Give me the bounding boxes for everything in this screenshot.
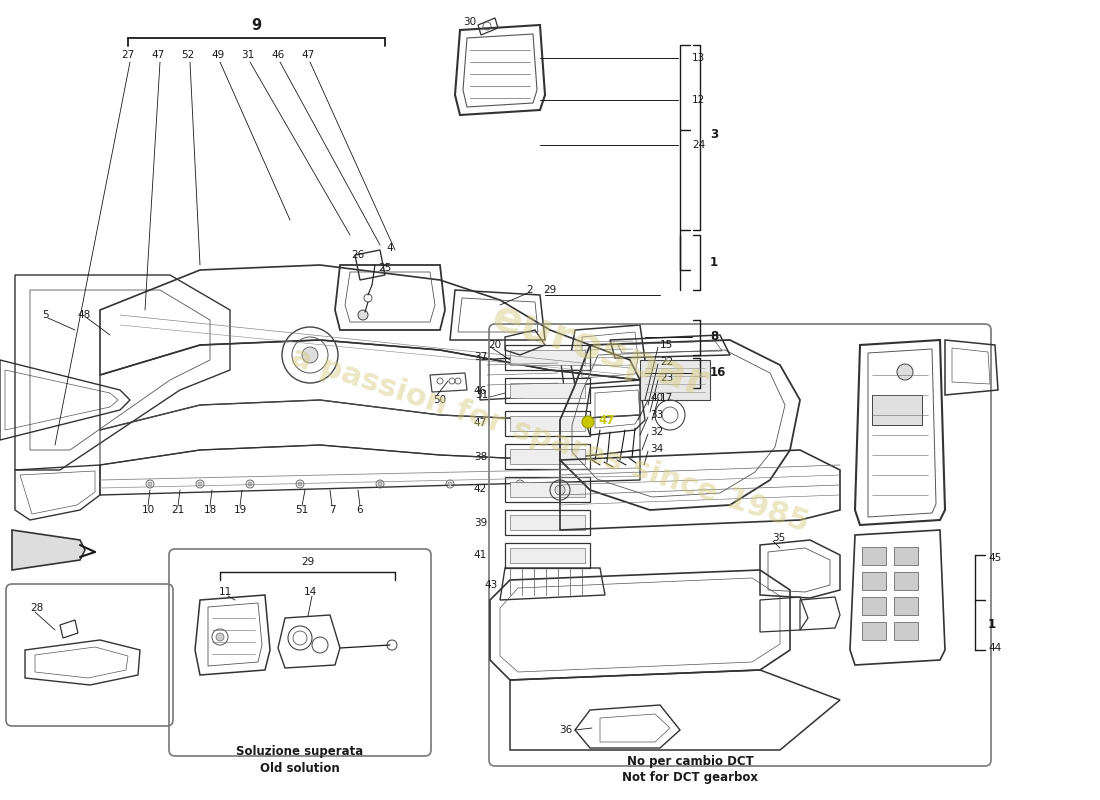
Text: 30: 30 xyxy=(463,17,476,27)
Bar xyxy=(894,572,918,590)
Text: 40: 40 xyxy=(650,393,663,403)
Text: 47: 47 xyxy=(474,418,487,429)
Text: 12: 12 xyxy=(692,95,705,105)
Text: 29: 29 xyxy=(301,557,315,567)
Circle shape xyxy=(248,482,252,486)
Circle shape xyxy=(582,416,594,428)
Text: 35: 35 xyxy=(772,533,785,543)
Text: a passion for spares since 1985: a passion for spares since 1985 xyxy=(287,342,813,538)
Text: 43: 43 xyxy=(485,580,498,590)
Text: 29: 29 xyxy=(543,285,557,295)
Circle shape xyxy=(556,485,565,495)
Text: 16: 16 xyxy=(710,366,726,379)
Text: 19: 19 xyxy=(233,505,246,515)
Text: 45: 45 xyxy=(988,553,1001,563)
Text: 1: 1 xyxy=(710,255,718,269)
Text: 23: 23 xyxy=(660,373,673,383)
Text: 13: 13 xyxy=(692,53,705,63)
Bar xyxy=(510,383,585,398)
Text: 52: 52 xyxy=(182,50,195,60)
Polygon shape xyxy=(12,530,85,570)
Text: 48: 48 xyxy=(77,310,90,320)
Circle shape xyxy=(198,482,202,486)
Text: 38: 38 xyxy=(474,451,487,462)
Text: 6: 6 xyxy=(356,505,363,515)
Text: 32: 32 xyxy=(650,427,663,437)
Text: 9: 9 xyxy=(252,18,262,34)
Text: Old solution: Old solution xyxy=(260,762,340,774)
Text: 22: 22 xyxy=(660,357,673,367)
Bar xyxy=(510,350,585,365)
Bar xyxy=(862,597,886,615)
Text: 4: 4 xyxy=(387,243,394,253)
Text: 46: 46 xyxy=(474,386,487,395)
Circle shape xyxy=(896,364,913,380)
Text: 18: 18 xyxy=(204,505,217,515)
Text: Not for DCT gearbox: Not for DCT gearbox xyxy=(621,771,758,785)
Bar xyxy=(894,622,918,640)
Text: 49: 49 xyxy=(211,50,224,60)
Bar xyxy=(872,395,922,425)
Text: 15: 15 xyxy=(660,340,673,350)
Text: 31: 31 xyxy=(475,390,488,400)
Text: 2: 2 xyxy=(527,285,534,295)
Text: 33: 33 xyxy=(650,410,663,420)
Text: 20: 20 xyxy=(488,340,502,350)
Text: 21: 21 xyxy=(172,505,185,515)
Text: 17: 17 xyxy=(660,393,673,403)
Circle shape xyxy=(216,633,224,641)
Text: 39: 39 xyxy=(474,518,487,527)
Text: 11: 11 xyxy=(219,587,232,597)
Text: 1: 1 xyxy=(988,618,997,631)
Bar xyxy=(510,482,585,497)
Circle shape xyxy=(148,482,152,486)
Bar xyxy=(862,547,886,565)
Bar xyxy=(894,597,918,615)
Text: 47: 47 xyxy=(598,414,615,426)
Bar xyxy=(894,547,918,565)
Text: 26: 26 xyxy=(351,250,364,260)
Circle shape xyxy=(518,482,522,486)
Text: 3: 3 xyxy=(710,129,718,142)
Text: 42: 42 xyxy=(474,485,487,494)
Circle shape xyxy=(358,310,368,320)
Bar xyxy=(510,416,585,431)
Bar xyxy=(862,622,886,640)
Text: No per cambio DCT: No per cambio DCT xyxy=(627,755,754,769)
Text: 37: 37 xyxy=(474,353,487,362)
Text: 41: 41 xyxy=(474,550,487,561)
Bar xyxy=(862,572,886,590)
Text: 31: 31 xyxy=(241,50,254,60)
Text: 51: 51 xyxy=(296,505,309,515)
Text: 50: 50 xyxy=(433,395,447,405)
Text: eurospar: eurospar xyxy=(486,295,714,405)
Text: 7: 7 xyxy=(329,505,336,515)
Text: 10: 10 xyxy=(142,505,155,515)
Bar xyxy=(510,515,585,530)
Circle shape xyxy=(448,482,452,486)
Bar xyxy=(510,548,585,563)
Circle shape xyxy=(298,482,302,486)
Bar xyxy=(510,449,585,464)
Circle shape xyxy=(378,482,382,486)
Text: 14: 14 xyxy=(304,587,317,597)
Text: 47: 47 xyxy=(301,50,315,60)
Bar xyxy=(640,360,710,400)
Text: 24: 24 xyxy=(692,140,705,150)
Text: 47: 47 xyxy=(152,50,165,60)
Text: 28: 28 xyxy=(30,603,43,613)
Text: 8: 8 xyxy=(710,330,718,343)
Text: 5: 5 xyxy=(42,310,48,320)
Text: 36: 36 xyxy=(559,725,572,735)
Text: 46: 46 xyxy=(272,50,285,60)
Text: Soluzione superata: Soluzione superata xyxy=(236,746,364,758)
Text: 44: 44 xyxy=(988,643,1001,653)
Circle shape xyxy=(302,347,318,363)
Text: 25: 25 xyxy=(378,263,392,273)
Text: 27: 27 xyxy=(121,50,134,60)
Text: 34: 34 xyxy=(650,444,663,454)
